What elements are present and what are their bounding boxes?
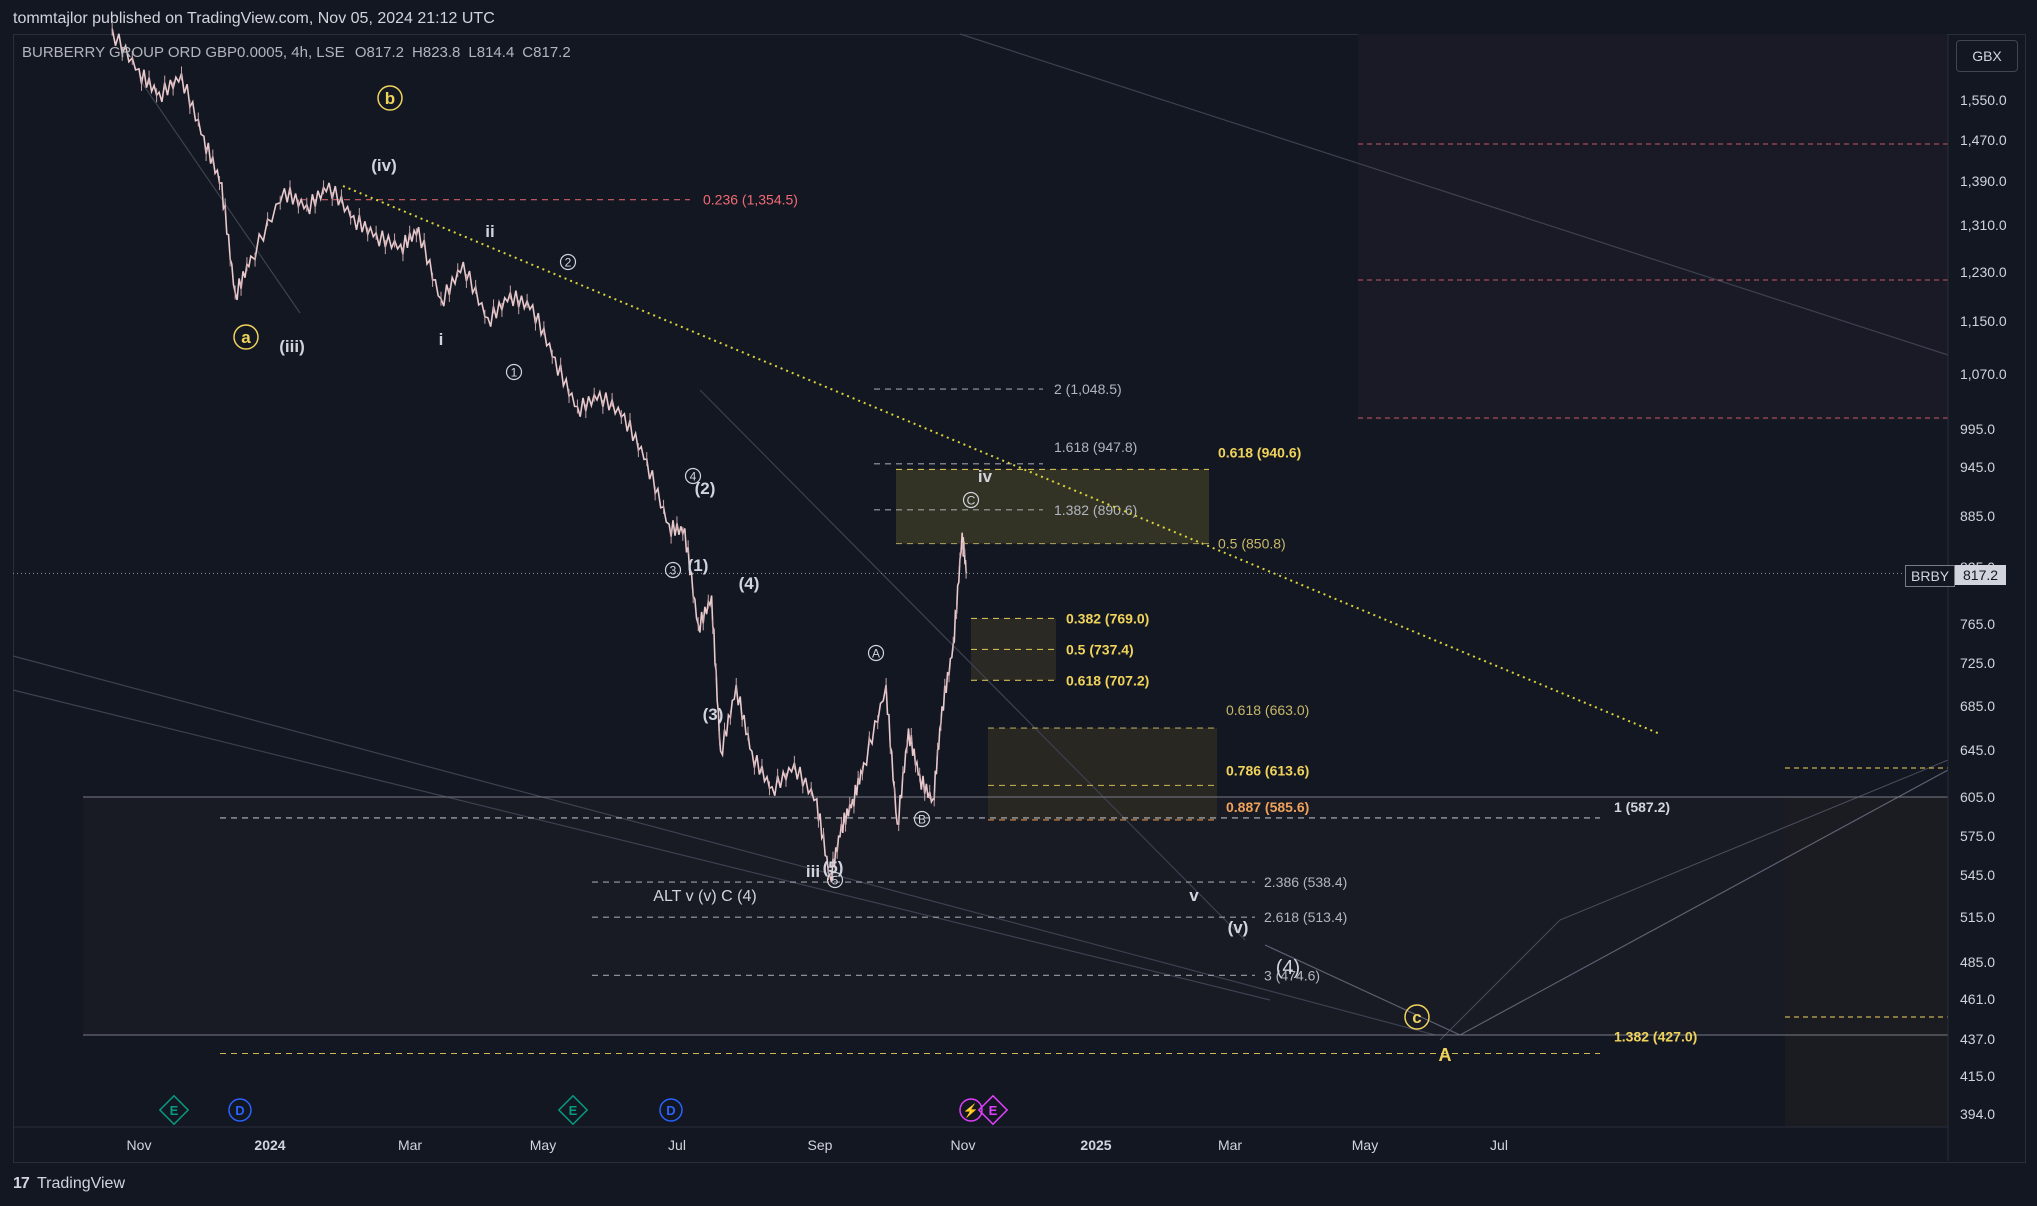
ohlc-o: O817.2 bbox=[354, 44, 405, 61]
publish-info: tommtajlor published on TradingView.com,… bbox=[13, 10, 495, 27]
tradingview-logo-icon: 17 bbox=[13, 1175, 30, 1192]
currency-button[interactable]: GBX bbox=[1956, 40, 2018, 72]
symbol-name: BURBERRY GROUP ORD GBP0.0005, 4h, LSE bbox=[22, 44, 345, 61]
top-bar: tommtajlor published on TradingView.com,… bbox=[0, 0, 2037, 34]
footer-brand[interactable]: 17 TradingView bbox=[13, 1175, 125, 1193]
symbol-legend: BURBERRY GROUP ORD GBP0.0005, 4h, LSE O8… bbox=[22, 44, 571, 61]
symbol-price-tag: BRBY bbox=[1905, 565, 1956, 587]
last-price-tag: 817.2 bbox=[1955, 565, 2007, 585]
ohlc-h: H823.8 bbox=[412, 44, 461, 61]
ohlc-l: L814.4 bbox=[468, 44, 515, 61]
brand-name: TradingView bbox=[36, 1175, 125, 1192]
ohlc-values: O817.2 H823.8 L814.4 C817.2 bbox=[349, 44, 571, 61]
chart-frame[interactable] bbox=[13, 34, 2026, 1163]
ohlc-c: C817.2 bbox=[522, 44, 571, 61]
